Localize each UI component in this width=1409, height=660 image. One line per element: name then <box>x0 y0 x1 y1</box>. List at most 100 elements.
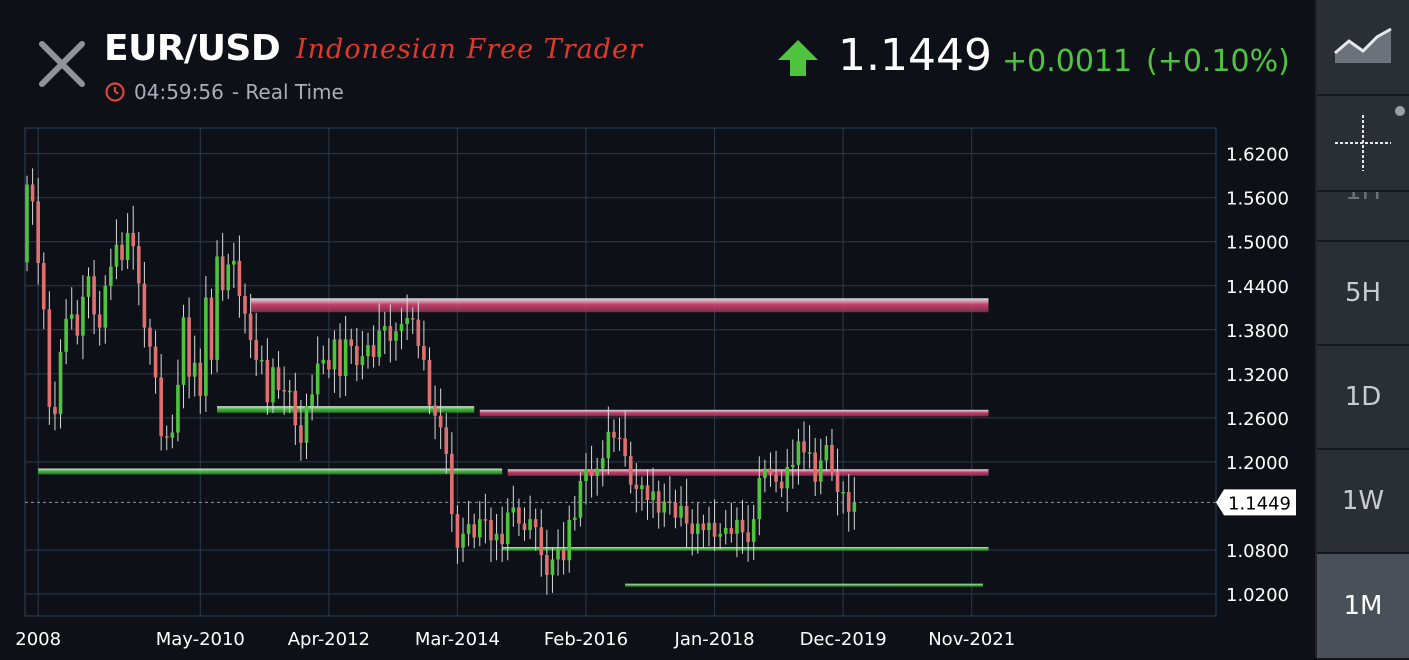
candle-body <box>265 359 270 403</box>
candle-body <box>137 246 141 284</box>
candle-body <box>215 256 219 360</box>
candle-body <box>684 505 689 524</box>
sidebar: 1H 5H 1D 1W 1M <box>1315 0 1409 660</box>
candle-body <box>645 485 650 501</box>
candle-body <box>791 464 795 468</box>
candle-body <box>388 326 393 341</box>
candle-body <box>634 484 639 490</box>
x-tick-label: Jan-2018 <box>674 629 755 650</box>
candle-body <box>522 523 527 531</box>
candle-body <box>142 283 147 328</box>
candle-body <box>148 327 152 347</box>
timeframe-5h-button[interactable]: 5H <box>1317 242 1409 346</box>
candle-body <box>466 524 471 534</box>
timeframe-label: 5H <box>1344 278 1382 308</box>
candle-body <box>584 469 588 481</box>
line-chart-icon <box>1334 27 1392 63</box>
candle-body <box>399 323 404 332</box>
candle-body <box>461 533 465 548</box>
y-tick-label: 1.2000 <box>1226 453 1289 474</box>
candle-body <box>97 314 102 328</box>
y-tick-label: 1.5600 <box>1226 189 1289 210</box>
candle-body <box>494 533 499 541</box>
timeframe-1w-button[interactable]: 1W <box>1317 450 1409 554</box>
candle-body <box>109 266 113 286</box>
candle-body <box>701 523 706 531</box>
chart-type-button[interactable] <box>1317 0 1409 96</box>
candle-body <box>477 519 482 538</box>
candle-body <box>287 390 292 393</box>
candle-body <box>310 394 314 407</box>
candle-body <box>259 359 264 362</box>
candle-body <box>768 468 773 475</box>
x-tick-label: 2008 <box>15 629 61 650</box>
candle-body <box>366 345 370 357</box>
candle-body <box>718 533 722 537</box>
candle-body <box>556 549 560 560</box>
candle-body <box>371 345 376 357</box>
candle-body <box>651 491 655 501</box>
candle-body <box>813 452 817 482</box>
candle-body <box>226 264 231 291</box>
y-tick-label: 1.2600 <box>1226 409 1289 430</box>
candle-body <box>433 405 437 416</box>
current-price: 1.1449 <box>838 30 992 81</box>
candle-body <box>505 512 510 545</box>
candle-body <box>818 460 823 482</box>
candle-body <box>696 523 700 534</box>
candle-body <box>729 527 734 534</box>
candle-body <box>25 184 29 263</box>
candle-body <box>220 256 225 291</box>
y-tick-label: 1.6200 <box>1226 145 1289 166</box>
x-tick-label: Apr-2012 <box>288 629 370 650</box>
candle-body <box>237 260 242 297</box>
candle-body <box>623 438 627 457</box>
candle-body <box>500 533 504 545</box>
candle-body <box>763 468 767 479</box>
candle-body <box>103 285 108 328</box>
candle-body <box>617 437 622 440</box>
candle-body <box>355 345 359 366</box>
crosshair-button[interactable] <box>1317 96 1409 192</box>
candle-body <box>852 502 857 512</box>
candle-body <box>746 532 750 542</box>
candle-body <box>472 524 476 538</box>
candle-body <box>600 458 605 469</box>
candle-body <box>528 519 532 531</box>
candle-body <box>416 319 421 346</box>
support-zone <box>502 547 989 551</box>
candle-body <box>802 441 806 453</box>
timeframe-1h-button[interactable]: 1H <box>1317 192 1409 242</box>
candle-body <box>192 362 197 377</box>
y-tick-label: 1.3800 <box>1226 321 1289 342</box>
candle-body <box>125 232 130 261</box>
candle-body <box>254 340 258 360</box>
candle-body <box>394 331 398 341</box>
candle-body <box>187 317 191 377</box>
time-suffix: - Real Time <box>231 80 344 104</box>
candle-body <box>181 317 186 385</box>
candle-body <box>712 522 717 537</box>
candle-body <box>315 363 320 395</box>
candle-body <box>455 513 460 548</box>
price-change-percent: (+0.10%) <box>1146 44 1290 79</box>
candle-body <box>209 297 214 360</box>
price-change: +0.0011 <box>1002 44 1133 79</box>
timeframe-1m-button[interactable]: 1M <box>1317 554 1409 660</box>
candle-body <box>533 519 538 528</box>
candle-body <box>796 441 801 465</box>
candle-body <box>327 359 331 370</box>
candle-body <box>606 431 611 459</box>
candle-body <box>131 232 136 247</box>
candle-body <box>427 359 432 406</box>
timeframe-1d-button[interactable]: 1D <box>1317 346 1409 450</box>
candle-body <box>204 297 208 396</box>
candle-body <box>36 201 40 264</box>
close-icon[interactable] <box>36 38 88 90</box>
current-price-tag <box>1216 489 1296 516</box>
candle-body <box>304 406 309 443</box>
candle-body <box>232 260 236 265</box>
price-chart[interactable]: 1.6200 1.5600 1.5000 1.4400 1.3800 1.3200 1.26… <box>0 120 1315 658</box>
clock-icon <box>105 82 125 102</box>
candle-body <box>450 453 454 514</box>
